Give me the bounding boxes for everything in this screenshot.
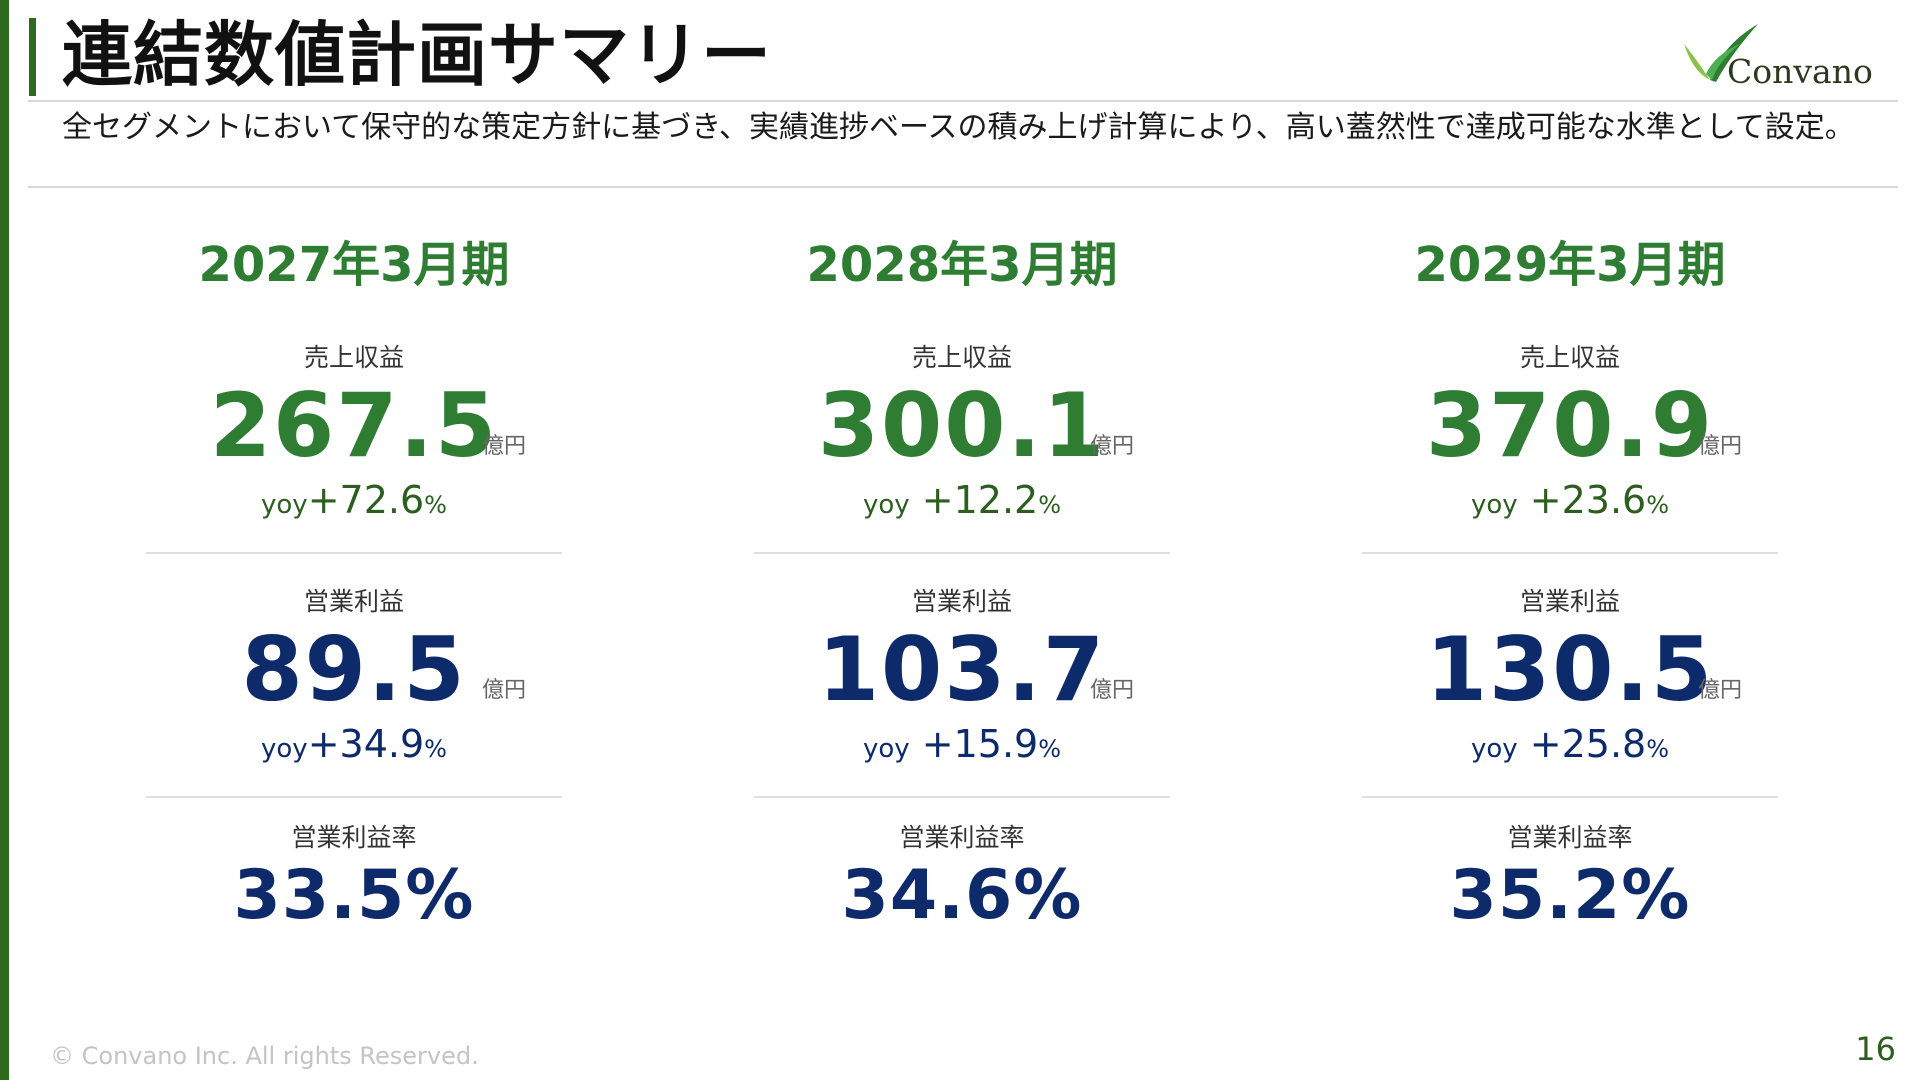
page-number: 16 — [1855, 1030, 1896, 1068]
percent-sign: % — [1646, 491, 1670, 519]
yoy-label: yoy — [1470, 490, 1518, 520]
operating-profit-value-row: 130.5 億円 — [1290, 620, 1850, 720]
logo-text: Convano — [1727, 52, 1873, 91]
percent-sign: % — [424, 491, 447, 519]
percent-sign: % — [1038, 735, 1062, 763]
operating-margin-label: 営業利益率 — [1507, 823, 1633, 852]
operating-profit-yoy: yoy +25.8% — [1290, 720, 1850, 768]
revenue-yoy: yoy +12.2% — [682, 476, 1242, 524]
revenue-value: 267.5 — [209, 374, 499, 477]
operating-profit-yoy-value: +25.8 — [1529, 722, 1647, 766]
revenue-yoy-value: +72.6 — [307, 478, 425, 522]
operating-margin-value: 35.2% — [1449, 856, 1691, 935]
percent-sign: % — [1038, 491, 1062, 519]
operating-profit-value-row: 103.7 億円 — [682, 620, 1242, 720]
metric-divider — [146, 796, 562, 798]
operating-profit-yoy-value: +15.9 — [921, 722, 1039, 766]
revenue-yoy: yoy +23.6% — [1290, 476, 1850, 524]
yoy-label: yoy — [862, 490, 910, 520]
period-column-2027: 2027年3月期 売上収益 267.5 億円 yoy+72.6% 営業利益 89… — [74, 230, 634, 936]
operating-profit-value: 103.7 — [817, 618, 1107, 721]
yoy-label: yoy — [261, 490, 308, 520]
period-column-2028: 2028年3月期 売上収益 300.1 億円 yoy +12.2% 営業利益 1… — [682, 230, 1242, 936]
metric-divider — [754, 796, 1170, 798]
operating-profit-yoy: yoy+34.9% — [74, 720, 634, 768]
operating-profit-label: 営業利益 — [1519, 587, 1620, 616]
revenue-value-row: 300.1 億円 — [682, 376, 1242, 476]
revenue-unit: 億円 — [482, 434, 527, 459]
leaf-logo-icon — [1684, 24, 1758, 82]
subtitle-divider — [28, 186, 1898, 188]
title-accent-bar — [29, 18, 36, 96]
revenue-yoy-value: +23.6 — [1529, 478, 1647, 522]
title-divider — [28, 100, 1898, 102]
operating-profit-yoy: yoy +15.9% — [682, 720, 1242, 768]
revenue-unit: 億円 — [1698, 434, 1743, 459]
operating-profit-label: 営業利益 — [303, 587, 404, 616]
operating-profit-unit: 億円 — [482, 678, 527, 703]
metric-divider — [1362, 796, 1778, 798]
revenue-label: 売上収益 — [303, 343, 404, 372]
revenue-value-row: 370.9 億円 — [1290, 376, 1850, 476]
revenue-unit: 億円 — [1090, 434, 1135, 459]
operating-profit-value: 89.5 — [241, 618, 467, 721]
percent-sign: % — [1646, 735, 1670, 763]
metric-divider — [1362, 552, 1778, 554]
revenue-label: 売上収益 — [911, 343, 1012, 372]
operating-profit-yoy-value: +34.9 — [307, 722, 425, 766]
metric-divider — [146, 552, 562, 554]
percent-sign: % — [424, 735, 447, 763]
period-year: 2028年3月期 — [806, 237, 1118, 293]
period-column-2029: 2029年3月期 売上収益 370.9 億円 yoy +23.6% 営業利益 1… — [1290, 230, 1850, 936]
operating-profit-value: 130.5 — [1425, 618, 1715, 721]
operating-profit-unit: 億円 — [1698, 678, 1743, 703]
operating-profit-label: 営業利益 — [911, 587, 1012, 616]
operating-margin-value: 33.5% — [233, 856, 475, 935]
left-accent-bar — [0, 0, 9, 1080]
yoy-label: yoy — [1470, 734, 1518, 764]
yoy-label: yoy — [862, 734, 910, 764]
yoy-label: yoy — [261, 734, 308, 764]
period-year: 2027年3月期 — [198, 237, 510, 293]
revenue-yoy: yoy+72.6% — [74, 476, 634, 524]
revenue-yoy-value: +12.2 — [921, 478, 1039, 522]
metric-divider — [754, 552, 1170, 554]
period-year: 2029年3月期 — [1414, 237, 1726, 293]
operating-margin-label: 営業利益率 — [899, 823, 1025, 852]
subtitle: 全セグメントにおいて保守的な策定方針に基づき、実績進捗ベースの積み上げ計算により… — [62, 110, 1855, 145]
operating-margin-value: 34.6% — [841, 856, 1083, 935]
copyright: © Convano Inc. All rights Reserved. — [50, 1042, 479, 1070]
revenue-value-row: 267.5 億円 — [74, 376, 634, 476]
revenue-label: 売上収益 — [1519, 343, 1620, 372]
operating-profit-value-row: 89.5 億円 — [74, 620, 634, 720]
convano-logo: Convano — [1680, 22, 1892, 92]
revenue-value: 300.1 — [817, 374, 1107, 477]
operating-margin-label: 営業利益率 — [291, 823, 417, 852]
operating-profit-unit: 億円 — [1090, 678, 1135, 703]
revenue-value: 370.9 — [1425, 374, 1715, 477]
page-title: 連結数値計画サマリー — [62, 14, 772, 96]
